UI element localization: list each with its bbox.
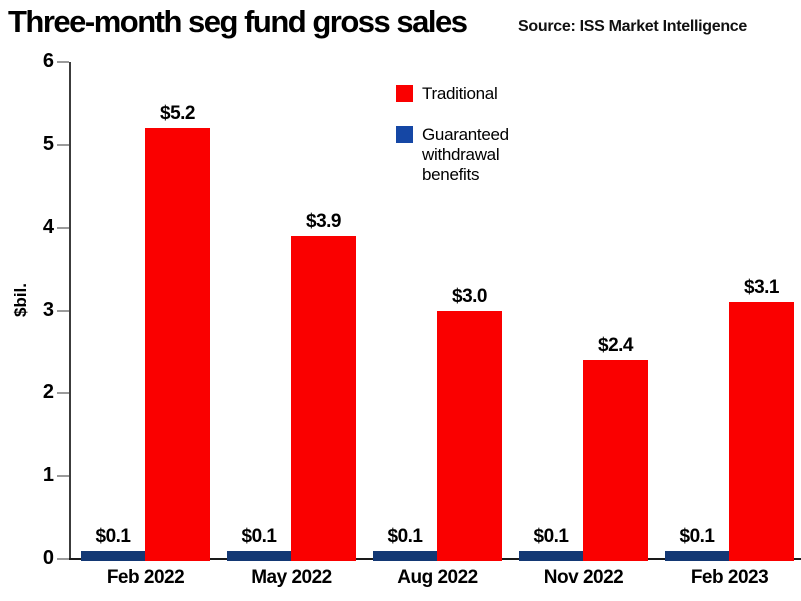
legend-item-traditional: Traditional [396,84,530,104]
bar-value-label: $0.1 [679,525,715,547]
bar-traditional-feb-2023 [729,302,794,561]
legend-label-traditional: Traditional [422,84,498,103]
bar-value-label: $2.4 [598,335,633,357]
bar-value-label: $5.2 [160,103,195,125]
bar-value-label: $0.1 [387,525,423,547]
bar-value-label: $3.0 [452,285,487,307]
legend-swatch-traditional [396,85,413,102]
y-axis-line [69,62,71,560]
bar-guaranteed-nov-2022 [519,550,583,561]
chart-title: Three-month seg fund gross sales [8,4,468,39]
bar-value-label: $3.1 [744,277,779,299]
x-axis-label: Nov 2022 [543,567,624,588]
y-tick [57,143,69,146]
legend-swatch-guaranteed-withdrawal-benefits [396,126,413,143]
y-tick [57,309,69,312]
bar-guaranteed-aug-2022 [373,550,437,561]
legend-label-guaranteed-withdrawal-benefits: Guaranteed withdrawal benefits [422,125,509,184]
x-axis-label: Feb 2023 [690,567,769,588]
y-tick-label: 3 [42,298,54,321]
y-tick-label: 4 [42,215,54,238]
bar-guaranteed-feb-2022 [81,550,145,561]
bar-traditional-feb-2022 [145,128,210,561]
y-tick-label: 0 [42,547,54,569]
bar-value-label: $0.1 [533,525,569,547]
x-axis-label: May 2022 [251,567,332,588]
bar-traditional-nov-2022 [583,360,648,561]
y-tick [57,226,69,229]
y-tick [57,475,69,478]
chart-source: Source: ISS Market Intelligence [518,18,747,35]
y-tick [57,61,69,63]
x-axis-label: Feb 2022 [106,567,185,588]
bar-guaranteed-feb-2023 [665,550,729,561]
y-tick [57,392,69,395]
y-tick-label: 2 [42,381,54,404]
bar-traditional-aug-2022 [437,310,502,561]
bar-value-label: $0.1 [95,525,131,547]
legend-item-guaranteed-withdrawal-benefits: Guaranteed withdrawal benefits [396,125,530,185]
y-tick-label: 5 [42,132,54,155]
bar-guaranteed-may-2022 [227,550,291,561]
bar-value-label: $3.9 [306,210,341,232]
y-tick [57,558,69,560]
y-tick-label: 1 [42,464,54,487]
bar-value-label: $0.1 [241,525,277,547]
x-axis-label: Aug 2022 [397,567,478,588]
y-tick-label: 6 [42,50,54,72]
bar-traditional-may-2022 [291,235,356,561]
